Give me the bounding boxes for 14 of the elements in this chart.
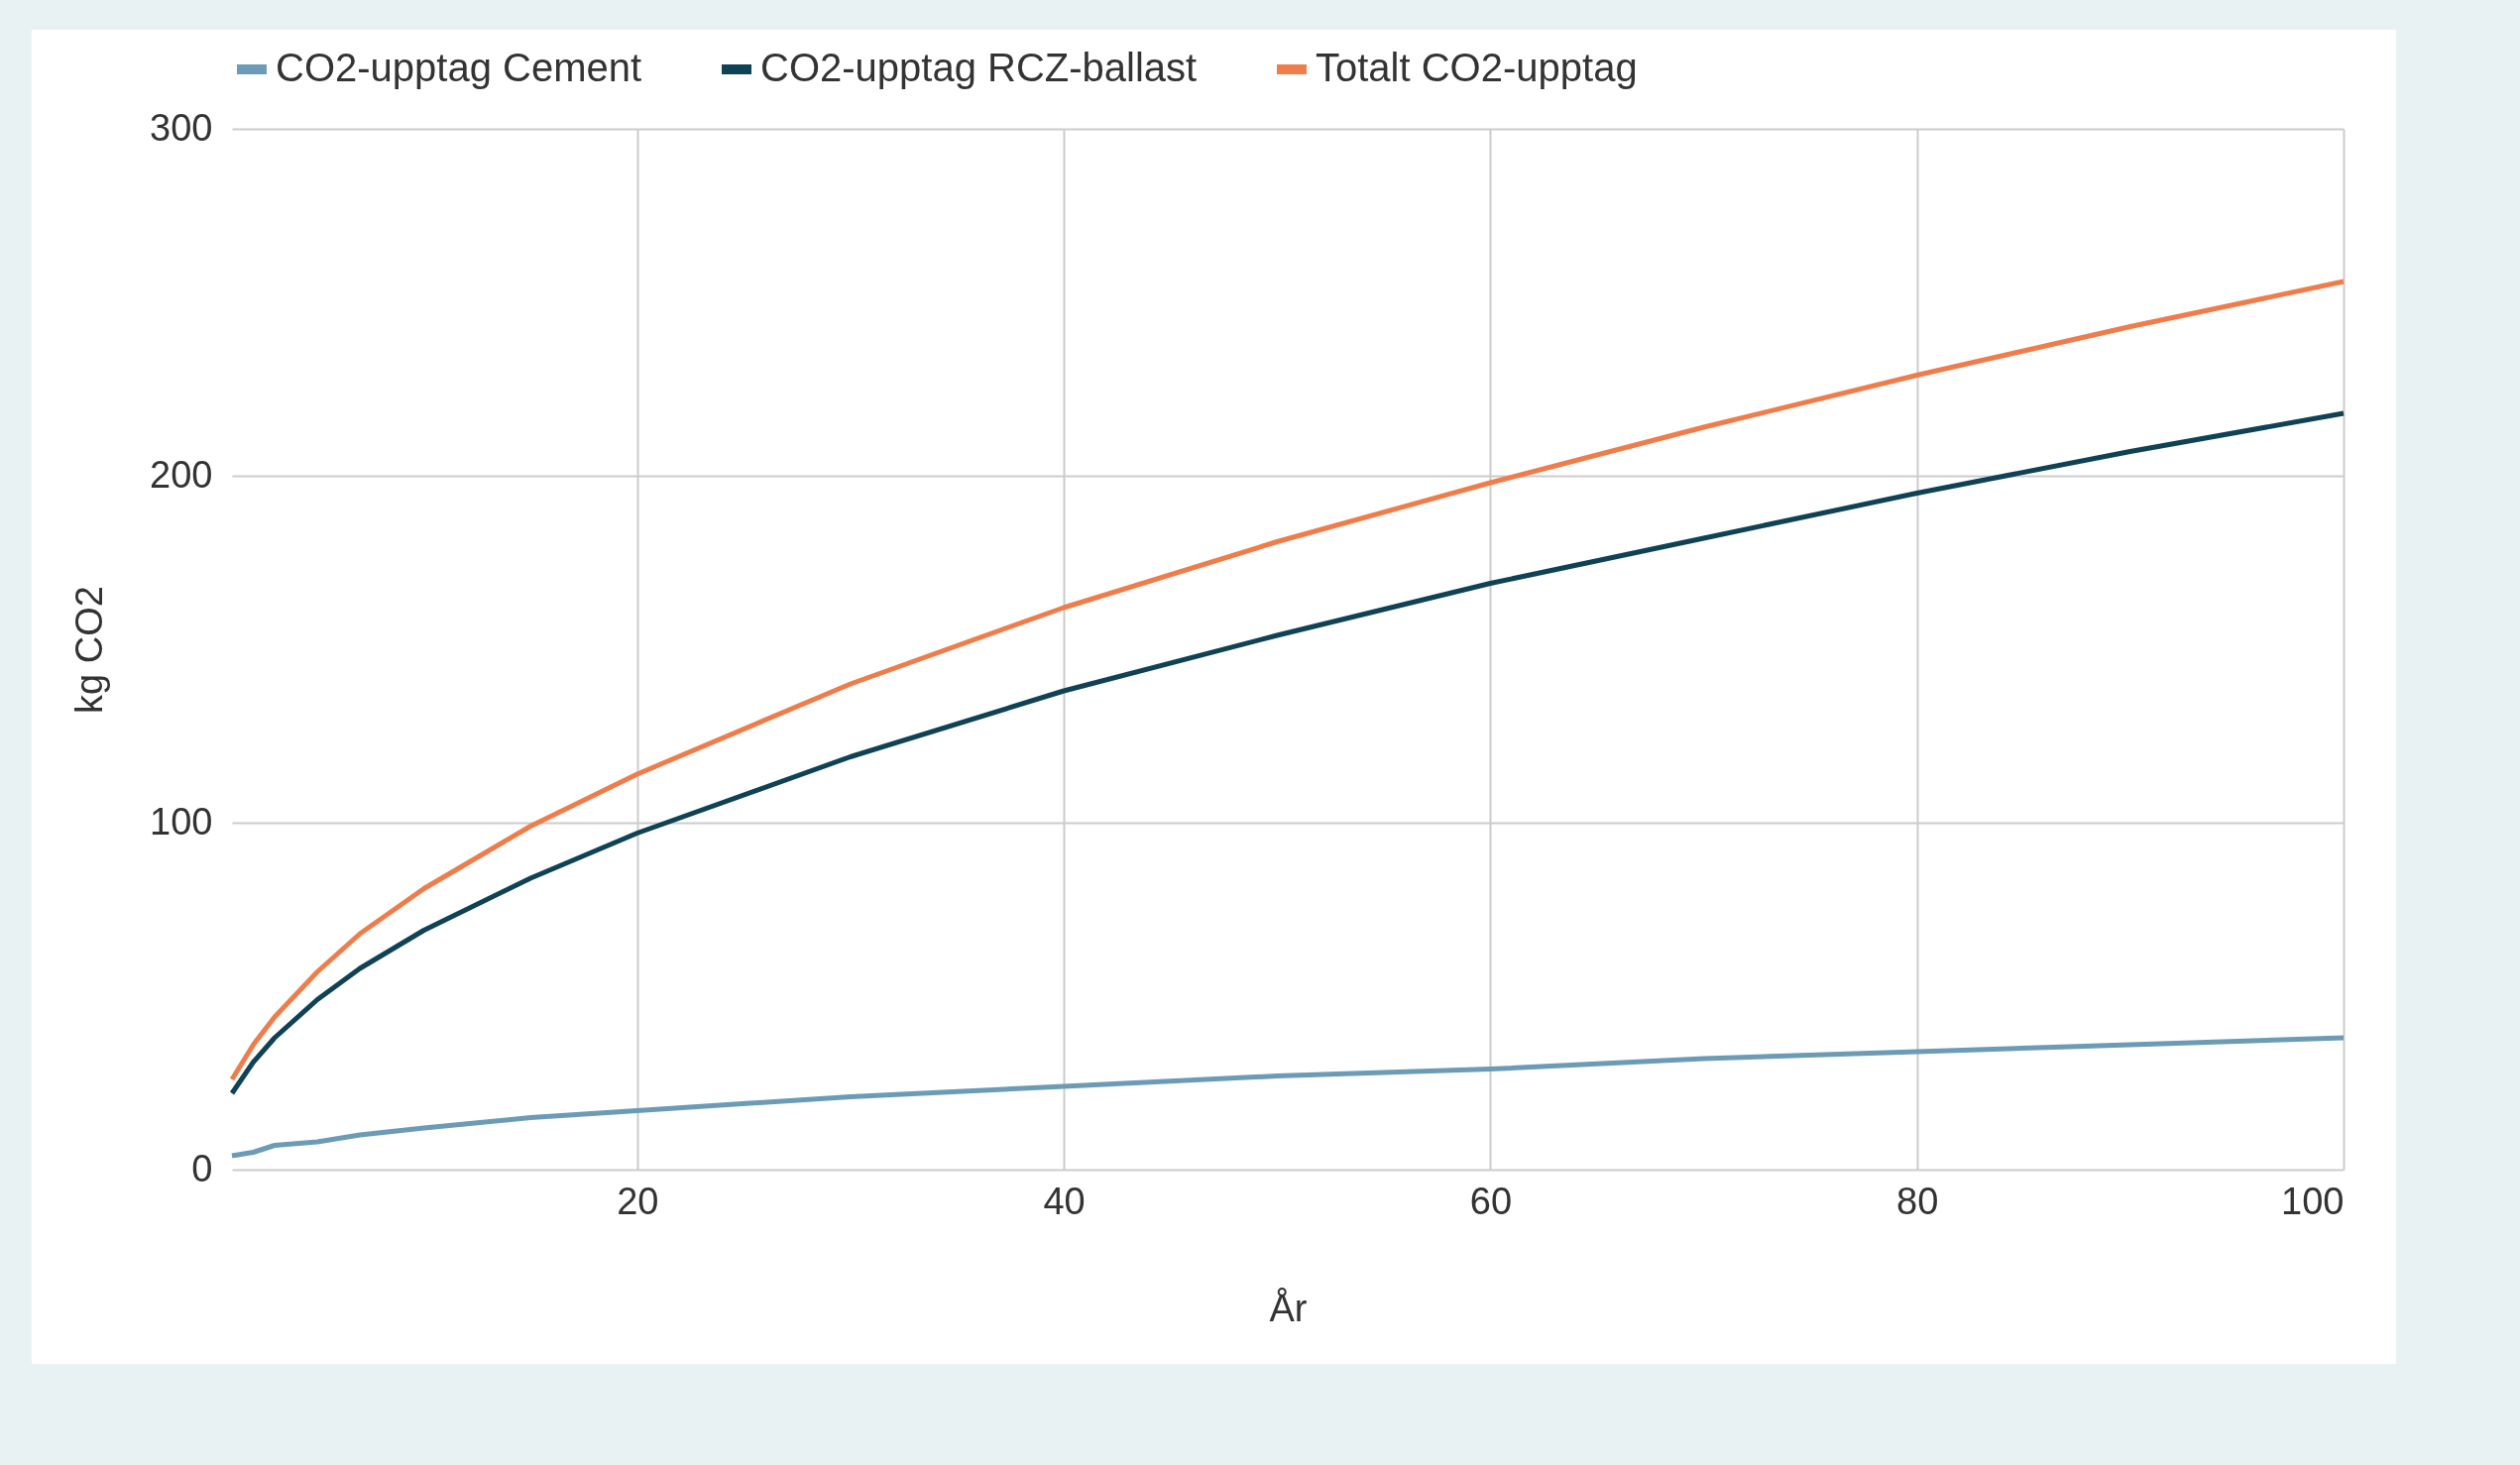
y-tick-label: 0 (191, 1147, 213, 1189)
x-tick-label: 40 (1043, 1180, 1086, 1222)
x-tick-label: 20 (617, 1180, 659, 1222)
y-axis-title: kg CO2 (68, 586, 111, 714)
x-axis-title: År (1269, 1286, 1308, 1329)
y-tick-label: 200 (150, 453, 213, 496)
y-tick-label: 100 (150, 800, 213, 843)
y-tick-label: 300 (150, 106, 213, 149)
legend-label: CO2-upptag Cement (276, 46, 642, 89)
x-tick-label: 80 (1896, 1180, 1939, 1222)
x-tick-label: 100 (2281, 1180, 2345, 1222)
legend-label: Totalt CO2-upptag (1316, 46, 1638, 89)
legend-label: CO2-upptag RCZ-ballast (760, 46, 1198, 89)
x-tick-label: 60 (1469, 1180, 1513, 1222)
